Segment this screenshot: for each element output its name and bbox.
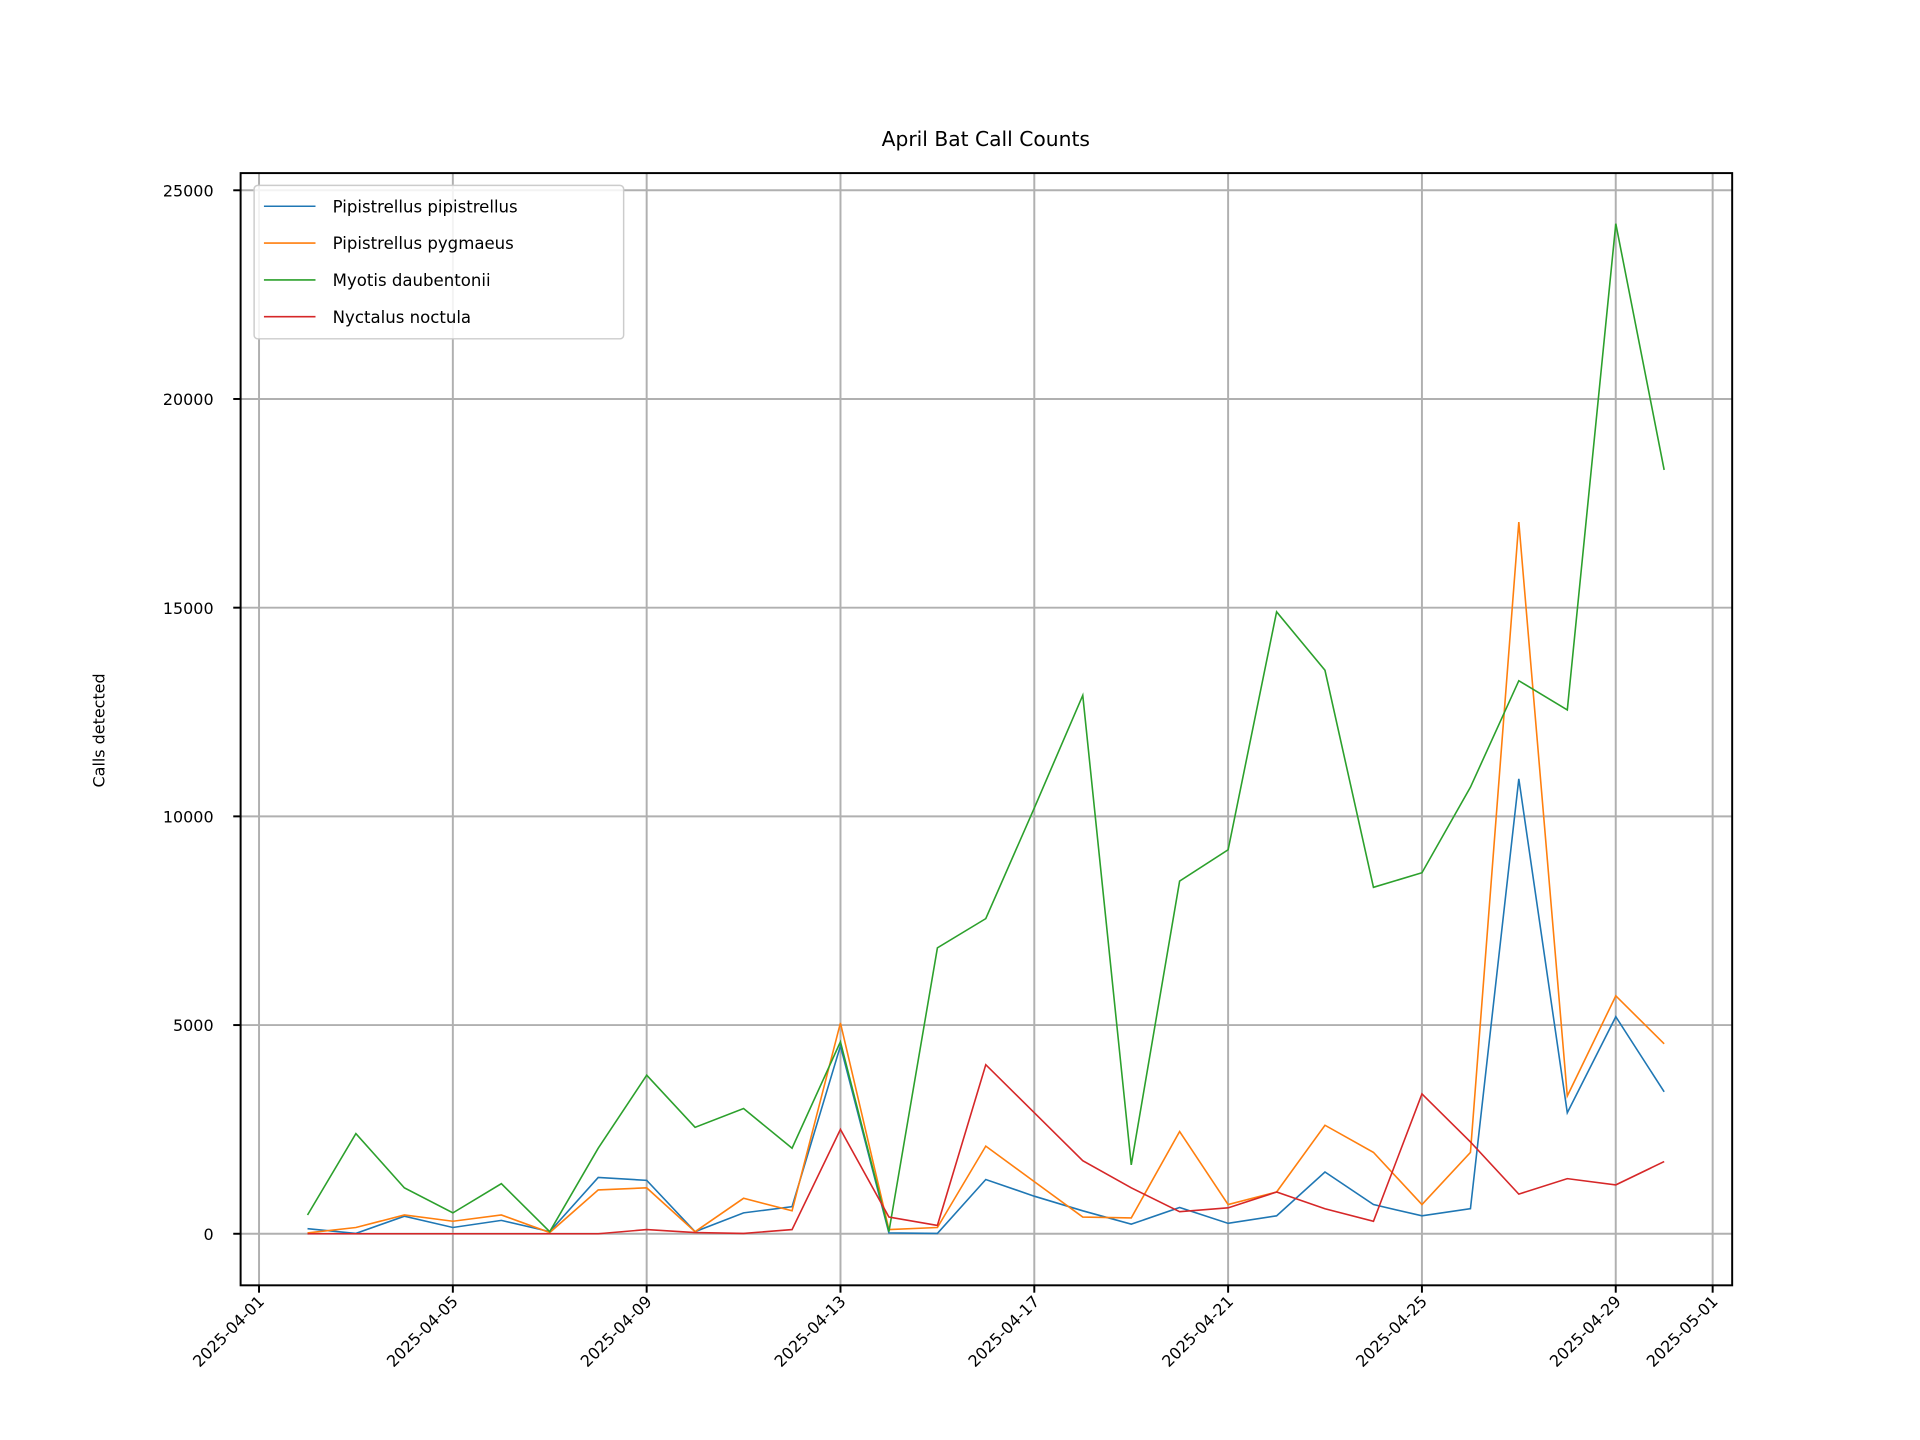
y-tick-label: 0: [203, 1225, 213, 1244]
legend-label-pipistrellus-pygmaeus: Pipistrellus pygmaeus: [333, 234, 514, 253]
x-tick-label: 2025-04-29: [1546, 1292, 1625, 1371]
x-tick-label: 2025-04-13: [771, 1292, 850, 1371]
x-tick-label: 2025-04-01: [189, 1292, 268, 1371]
series-line-pipistrellus-pygmaeus: [307, 522, 1665, 1234]
axis-ticks: 2025-04-01 2025-04-05 2025-04-09 2025-04-13…: [163, 181, 1722, 1370]
x-tick-label: 2025-04-05: [383, 1292, 462, 1371]
y-axis-label: Calls detected: [89, 673, 108, 787]
y-tick-label: 25000: [163, 181, 214, 200]
x-tick-label: 2025-05-01: [1643, 1292, 1722, 1371]
y-tick-label: 10000: [163, 808, 214, 827]
legend-label-myotis-daubentonii: Myotis daubentonii: [333, 271, 491, 290]
y-tick-label: 15000: [163, 599, 214, 618]
legend-label-pipistrellus-pipistrellus: Pipistrellus pipistrellus: [333, 197, 518, 216]
series-line-myotis-daubentonii: [306, 223, 1665, 1233]
y-tick-label: 5000: [173, 1016, 214, 1035]
y-tick-label: 20000: [163, 390, 214, 409]
legend-label-nyctalus-noctula: Nyctalus noctula: [333, 308, 471, 327]
chart-title: April Bat Call Counts: [882, 127, 1090, 151]
series-lines: [306, 223, 1665, 1235]
legend: Pipistrellus pipistrellus Pipistrellus py…: [253, 184, 625, 340]
x-tick-label: 2025-04-21: [1158, 1292, 1237, 1371]
series-line-nyctalus-noctula: [307, 1063, 1665, 1235]
x-tick-label: 2025-04-25: [1352, 1292, 1431, 1371]
x-tick-label: 2025-04-09: [577, 1292, 656, 1371]
grid-lines: [240, 173, 1733, 1286]
series-line-pipistrellus-pipistrellus: [307, 778, 1665, 1235]
x-tick-label: 2025-04-17: [964, 1292, 1043, 1371]
plot-frame: [239, 172, 1734, 1287]
